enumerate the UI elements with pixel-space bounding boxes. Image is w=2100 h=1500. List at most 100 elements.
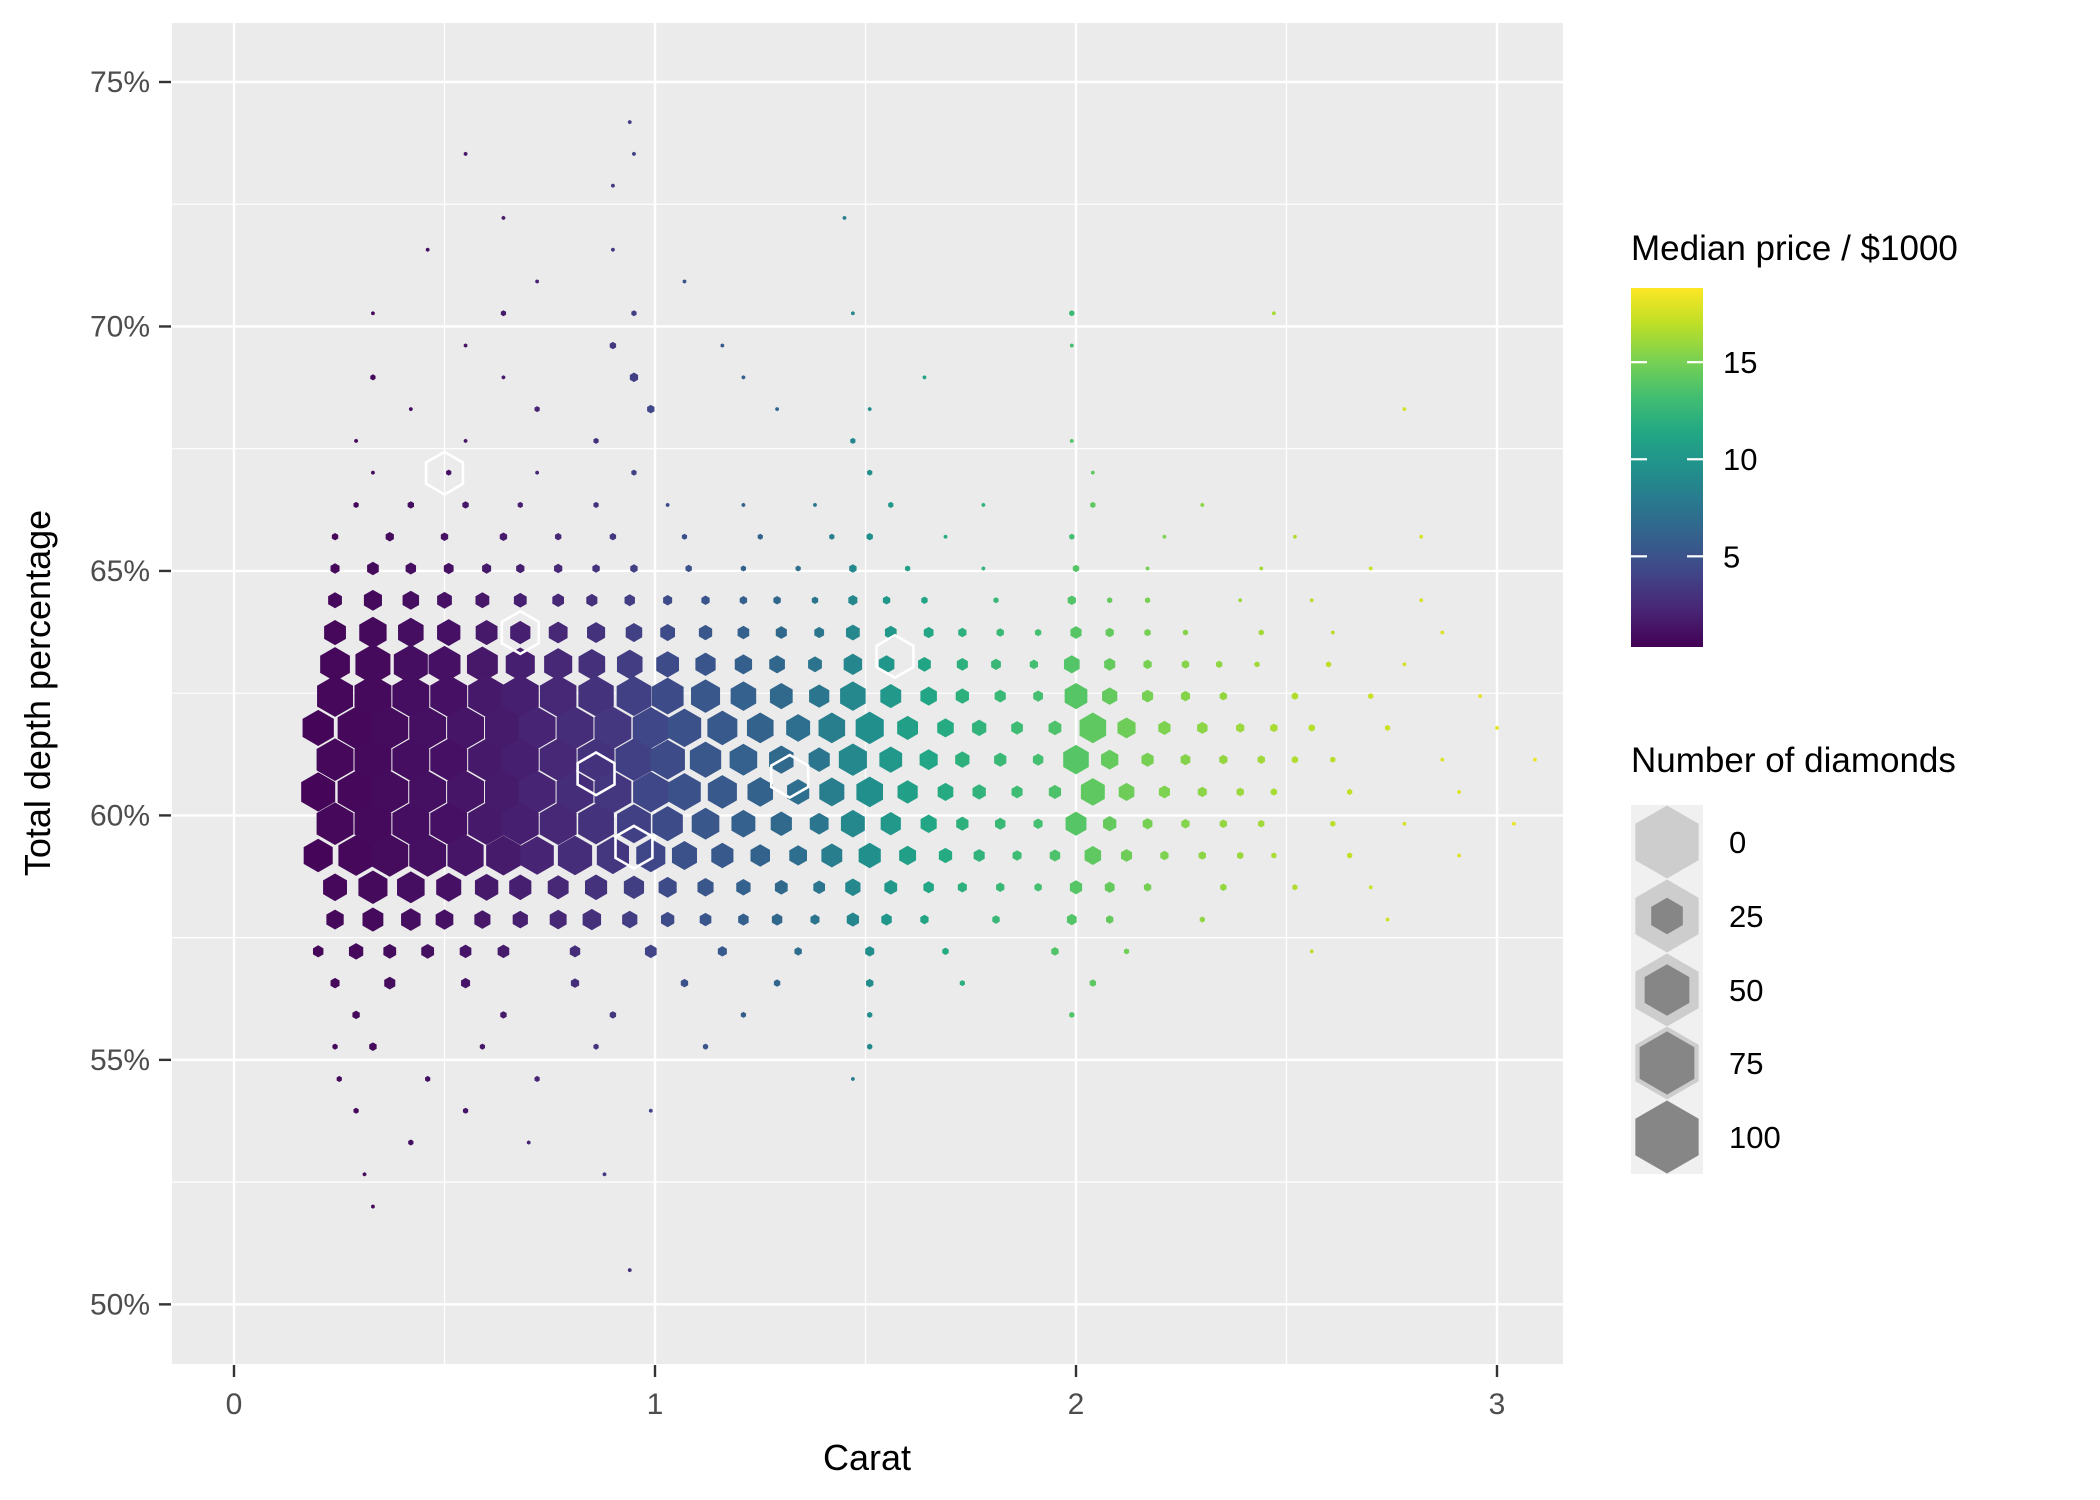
hex-bin: [1330, 756, 1336, 763]
hex-bin: [879, 746, 903, 773]
hex-bin: [1254, 661, 1260, 668]
hex-bin: [1478, 693, 1483, 699]
hex-bin: [401, 908, 421, 931]
hex-bin: [1219, 754, 1228, 765]
hex-bin: [973, 849, 985, 862]
hex-bin: [1440, 630, 1445, 635]
hex-bin: [660, 624, 676, 642]
hex-bin: [497, 944, 510, 959]
hex-bin: [338, 835, 374, 876]
hex-bin: [436, 872, 462, 902]
hex-bin: [667, 708, 702, 748]
hex-bin: [371, 1204, 375, 1209]
hex-bin: [1197, 721, 1208, 734]
hex-bin: [1120, 849, 1133, 862]
hex-bin: [359, 616, 387, 649]
hex-bin: [323, 873, 347, 902]
hex-outline: [875, 633, 915, 680]
hex-bin: [302, 709, 334, 746]
hex-bin: [616, 676, 652, 717]
hex-bin: [383, 943, 397, 959]
hex-bin: [474, 910, 491, 929]
hex-bin: [622, 910, 638, 929]
hex-bin: [737, 625, 750, 640]
hex-bin: [681, 533, 688, 540]
hex-bin: [384, 976, 396, 990]
hex-bin: [301, 772, 336, 812]
hex-bin: [447, 770, 484, 814]
hex-bin: [773, 979, 781, 987]
hex-bin: [855, 711, 884, 745]
hex-bin: [1368, 693, 1374, 700]
x-tick-label: 3: [1489, 1388, 1506, 1421]
hex-bin: [838, 743, 867, 776]
hex-bin: [1063, 655, 1080, 674]
hex-bin: [888, 501, 894, 508]
hex-bin: [741, 502, 746, 508]
hex-bin: [548, 621, 568, 644]
hex-bin: [730, 681, 757, 711]
hex-bin: [1141, 752, 1154, 767]
y-tick-label: 70%: [90, 310, 150, 343]
hex-bin: [1309, 598, 1314, 603]
hex-bin: [330, 563, 340, 574]
hex-bin: [1219, 691, 1228, 701]
hex-bin: [518, 706, 556, 750]
hex-bin: [534, 406, 540, 413]
hex-bin: [371, 311, 375, 316]
hex-bin: [474, 873, 499, 901]
hex-bin: [554, 563, 563, 574]
hex-bin: [1258, 820, 1265, 828]
hex-bin: [1107, 597, 1113, 604]
hex-bin: [398, 617, 424, 648]
hex-bin: [526, 1140, 531, 1145]
hex-bin: [509, 874, 532, 901]
size-legend-label: 75: [1729, 1046, 1763, 1081]
hex-bin: [1090, 470, 1095, 475]
y-tick-label: 65%: [90, 555, 150, 588]
hex-bin: [937, 718, 954, 738]
hex-bin: [484, 706, 522, 750]
colorbar-tick-label: 10: [1723, 442, 1757, 477]
hex-bin: [1457, 789, 1461, 795]
hex-bin: [994, 689, 1006, 703]
x-axis-title: Carat: [823, 1437, 911, 1478]
colorbar-tick-label: 5: [1723, 539, 1740, 574]
hex-bin: [851, 1076, 855, 1082]
hex-bin: [486, 835, 521, 876]
hex-bin: [332, 1043, 338, 1050]
hex-bin: [586, 593, 598, 607]
hex-bin: [500, 310, 507, 317]
hex-bin: [593, 437, 599, 444]
hex-bin: [1384, 724, 1391, 731]
hex-bin: [994, 752, 1007, 767]
hex-bin: [1066, 913, 1077, 926]
hex-bin: [810, 914, 820, 925]
hex-bin: [647, 404, 655, 414]
hex-bin: [698, 624, 713, 641]
hex-bin: [459, 944, 472, 959]
hex-bin: [371, 706, 409, 750]
size-legend-hex: [1635, 1100, 1699, 1174]
hex-bin: [899, 845, 917, 866]
hex-bin: [556, 706, 594, 750]
hex-bin: [570, 978, 580, 988]
hex-bin: [463, 343, 468, 348]
hex-bin: [882, 596, 891, 605]
hex-bin: [644, 944, 657, 959]
hex-bin: [440, 532, 449, 541]
hex-bin: [867, 406, 872, 412]
hex-bin: [633, 771, 669, 813]
hex-bin: [354, 438, 358, 444]
hex-bin: [1143, 883, 1152, 892]
hex-bin: [578, 648, 606, 680]
hex-bin: [631, 469, 637, 476]
y-tick-label: 55%: [90, 1044, 150, 1077]
hex-bin: [409, 834, 447, 877]
hex-bin: [594, 706, 632, 750]
hex-bin: [409, 706, 447, 750]
hex-bin: [352, 1010, 360, 1020]
hex-bin: [539, 802, 577, 846]
hex-bin: [818, 712, 846, 744]
